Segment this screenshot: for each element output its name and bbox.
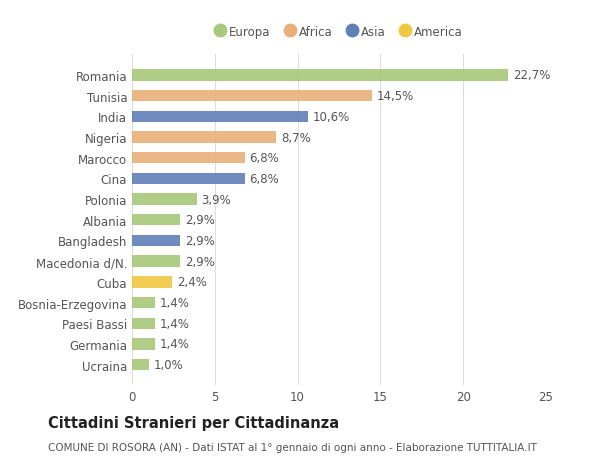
Text: 2,9%: 2,9% bbox=[185, 235, 215, 247]
Text: 10,6%: 10,6% bbox=[313, 111, 350, 123]
Bar bbox=[132, 70, 508, 81]
Bar bbox=[132, 339, 155, 350]
Text: 8,7%: 8,7% bbox=[281, 131, 311, 144]
Text: 22,7%: 22,7% bbox=[513, 69, 550, 82]
Bar bbox=[132, 153, 245, 164]
Text: 6,8%: 6,8% bbox=[250, 152, 280, 165]
Bar bbox=[132, 297, 155, 308]
Bar bbox=[132, 318, 155, 329]
Text: 1,4%: 1,4% bbox=[160, 297, 190, 309]
Text: COMUNE DI ROSORA (AN) - Dati ISTAT al 1° gennaio di ogni anno - Elaborazione TUT: COMUNE DI ROSORA (AN) - Dati ISTAT al 1°… bbox=[48, 442, 537, 452]
Bar bbox=[132, 194, 197, 205]
Text: 2,9%: 2,9% bbox=[185, 255, 215, 268]
Bar bbox=[132, 174, 245, 185]
Legend: Europa, Africa, Asia, America: Europa, Africa, Asia, America bbox=[211, 21, 467, 44]
Text: 6,8%: 6,8% bbox=[250, 173, 280, 185]
Text: 2,9%: 2,9% bbox=[185, 214, 215, 227]
Bar bbox=[132, 112, 308, 123]
Text: 2,4%: 2,4% bbox=[177, 276, 206, 289]
Text: 3,9%: 3,9% bbox=[202, 193, 232, 206]
Text: 1,0%: 1,0% bbox=[154, 358, 183, 371]
Text: 1,4%: 1,4% bbox=[160, 338, 190, 351]
Text: 1,4%: 1,4% bbox=[160, 317, 190, 330]
Text: Cittadini Stranieri per Cittadinanza: Cittadini Stranieri per Cittadinanza bbox=[48, 415, 339, 431]
Bar bbox=[132, 277, 172, 288]
Bar bbox=[132, 215, 180, 226]
Bar bbox=[132, 132, 276, 143]
Bar bbox=[132, 235, 180, 246]
Bar bbox=[132, 256, 180, 267]
Text: 14,5%: 14,5% bbox=[377, 90, 415, 103]
Bar bbox=[132, 91, 372, 102]
Bar bbox=[132, 359, 149, 370]
